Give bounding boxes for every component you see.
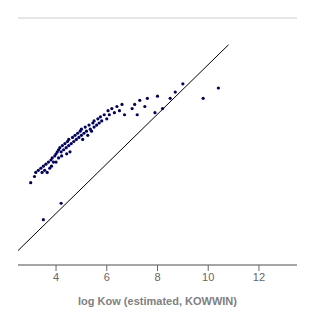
svg-text:10: 10: [202, 271, 214, 283]
svg-text:8: 8: [154, 271, 160, 283]
svg-text:12: 12: [253, 271, 265, 283]
svg-text:6: 6: [104, 271, 110, 283]
svg-text:4: 4: [53, 271, 59, 283]
svg-text:log Kow (estimated, KOWWIN): log Kow (estimated, KOWWIN): [78, 295, 237, 307]
